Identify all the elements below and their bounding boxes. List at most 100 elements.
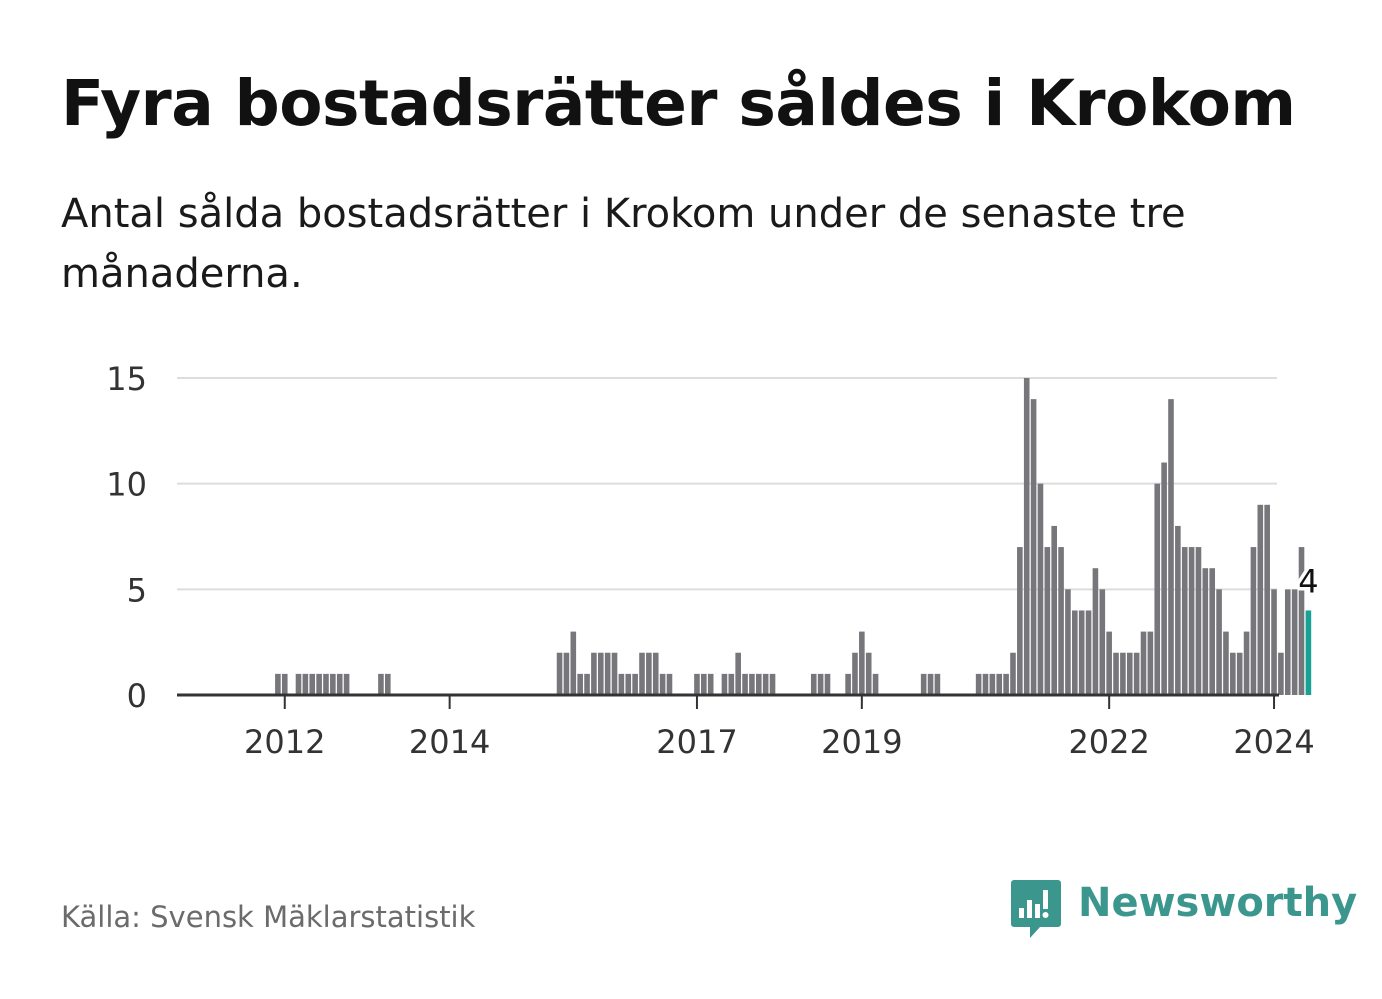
bar [769,673,776,695]
bar [755,673,762,695]
source-note: Källa: Svensk Mäklarstatistik [61,900,476,934]
chart-subtitle: Antal sålda bostadsrätter i Krokom under… [61,191,1186,297]
bar [852,652,858,695]
bar [618,673,625,695]
bar [1195,547,1202,695]
x-tick-label: 2024 [1233,723,1314,761]
bar [336,673,343,695]
highlight-value-label-halo: 4 [1298,562,1318,600]
bar [1264,504,1270,695]
bar [597,652,604,695]
bar [927,673,934,695]
bar [1058,547,1064,695]
bar [817,673,824,695]
bar [1243,631,1250,695]
bar [762,673,769,695]
bar [1072,610,1078,695]
bar [701,673,707,695]
bar [996,673,1003,695]
bar [1298,547,1305,695]
bar [1271,589,1277,695]
y-tick-label: 15 [106,360,147,398]
bar [707,673,714,695]
bar [824,673,831,695]
bar [1154,483,1161,695]
bar [975,673,982,695]
bar [1257,504,1264,695]
y-tick-label: 5 [127,571,147,609]
x-tick-label: 2017 [656,723,737,761]
bar [1175,525,1181,695]
bar [865,652,872,695]
bar [1236,652,1243,695]
bar [281,673,288,695]
bar [1023,378,1030,695]
newsworthy-logo-icon [1011,880,1061,938]
bar [1133,652,1140,695]
x-tick-label: 2012 [244,723,325,761]
bar [378,673,384,695]
bar [1113,652,1119,695]
bar [302,673,309,695]
bar [1284,589,1291,695]
bar [1106,631,1112,695]
bar [604,652,611,695]
bar [632,673,638,695]
bar [625,673,632,695]
bar [742,673,748,695]
bar [982,673,989,695]
bar [1078,610,1085,695]
bar [1202,568,1209,695]
bar [810,673,817,695]
y-tick-label: 10 [106,466,147,504]
bar [563,652,570,695]
bar [659,673,666,695]
bar [1161,462,1167,695]
highlight-value-label: 4 [1298,562,1318,600]
bar [1037,483,1044,695]
grid-lines [177,377,1277,591]
bar [1044,547,1051,695]
bar [1092,568,1099,695]
x-axis [177,693,1279,709]
bar [646,652,652,695]
bar [859,631,865,695]
x-tick-label: 2019 [821,723,902,761]
bar [1291,589,1298,695]
bar [666,673,673,695]
x-tick-label: 2022 [1068,723,1149,761]
bar [728,673,735,695]
bar [1003,673,1009,695]
bar [577,673,583,695]
bar [309,673,316,695]
bar [275,673,281,695]
bar [385,673,391,695]
bar [570,631,577,695]
bar [1140,631,1147,695]
bar [1099,589,1106,695]
bar [295,673,302,695]
bar [721,673,728,695]
bar [1209,568,1216,695]
bar [1010,652,1016,695]
bar [1168,399,1174,695]
bar [556,652,563,695]
bar [1030,399,1037,695]
bar [1147,631,1154,695]
bar [845,673,851,695]
bar [872,673,879,695]
bar [1085,610,1092,695]
bar [1216,589,1222,695]
bar [920,673,927,695]
bar [1188,547,1195,695]
bar [1051,525,1057,695]
y-tick-label: 0 [127,677,147,715]
bar [1230,652,1236,695]
bar [735,652,741,695]
bar [1278,652,1284,695]
bar [1181,547,1188,695]
chart-title: Fyra bostadsrätter såldes i Krokom [61,67,1296,140]
bar [1065,589,1071,695]
bar [1017,547,1023,695]
